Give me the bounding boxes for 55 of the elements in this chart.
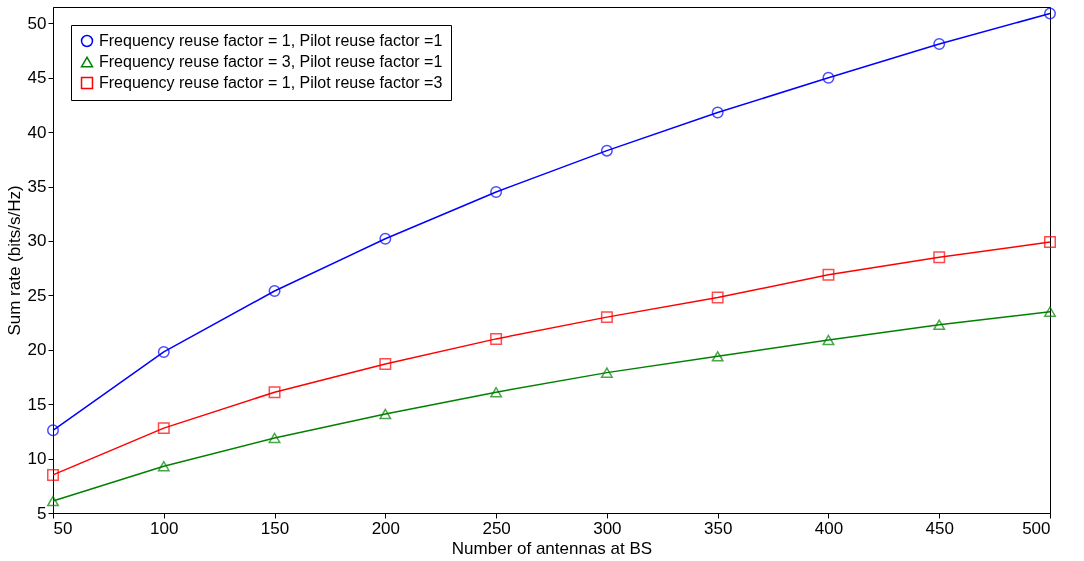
x-tick-label: 250 (482, 518, 511, 538)
point (157, 422, 170, 435)
point (379, 408, 392, 420)
point (47, 468, 59, 481)
point (157, 460, 170, 472)
point (490, 332, 503, 345)
point (711, 351, 724, 362)
x-tick-label: 200 (371, 518, 401, 538)
x-tick-label: 450 (925, 518, 954, 538)
point (47, 495, 59, 507)
y-tick-label: 5 (37, 503, 47, 523)
point (490, 386, 503, 398)
legend-label: Frequency reuse factor = 3, Pilot reuse factor =1 (99, 53, 443, 70)
y-tick-label: 25 (27, 285, 47, 305)
x-axis-title: Number of antennas at BS (451, 538, 653, 558)
y-tick-label: 45 (27, 68, 47, 88)
point (268, 432, 281, 444)
point (822, 334, 835, 346)
x-tick-label: 50 (53, 518, 73, 538)
y-tick-label: 30 (27, 231, 47, 251)
y-tick-label: 20 (27, 340, 47, 360)
point (157, 345, 170, 358)
point (1044, 236, 1056, 249)
point (1044, 7, 1056, 20)
point (933, 319, 946, 331)
point (711, 291, 724, 304)
x-tick-label: 300 (593, 518, 622, 538)
point (600, 144, 613, 157)
point (1044, 306, 1056, 317)
y-tick-label: 10 (27, 449, 47, 469)
legend-label: Frequency reuse factor = 1, Pilot reuse factor =3 (99, 74, 443, 91)
point (600, 311, 613, 324)
point (822, 268, 835, 281)
point (47, 424, 59, 437)
x-tick-label: 150 (260, 518, 290, 538)
x-tick-label: 500 (1022, 518, 1051, 538)
y-tick-label: 15 (27, 394, 47, 414)
point (268, 285, 281, 297)
y-tick-label: 50 (27, 13, 47, 33)
point (933, 38, 946, 50)
x-tick-label: 100 (150, 518, 179, 538)
x-tick-label: 350 (703, 518, 733, 538)
y-tick-label: 40 (27, 122, 47, 142)
point (379, 357, 392, 370)
point (711, 106, 724, 119)
point (933, 251, 946, 264)
point (600, 367, 613, 378)
legend-label: Frequency reuse factor = 1, Pilot reuse factor =1 (99, 32, 443, 49)
point (490, 186, 503, 198)
y-axis-title: Sum rate (bits/s/Hz) (4, 185, 24, 336)
point (822, 71, 835, 84)
point (379, 232, 392, 245)
y-tick-label: 35 (27, 177, 47, 197)
x-tick-label: 400 (814, 518, 844, 538)
point (268, 386, 281, 399)
